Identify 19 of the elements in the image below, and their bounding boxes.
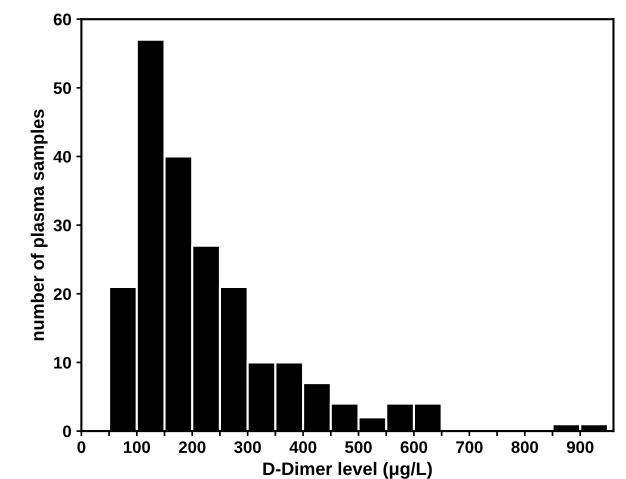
y-tick-label: 40: [53, 150, 71, 163]
x-tick-label: 400: [289, 441, 316, 454]
y-tick-label: 10: [54, 356, 71, 369]
y-tick-label: 30: [54, 220, 71, 232]
x-axis-title: D-Dimer level (μg/L): [263, 462, 432, 479]
x-tick-label: 200: [178, 441, 206, 454]
x-tick-label: 600: [400, 441, 428, 454]
x-tick-label: 0: [77, 441, 86, 454]
x-tick-label: 800: [511, 441, 538, 454]
x-tick-label: 300: [234, 441, 261, 454]
y-tick-label: 50: [54, 82, 71, 94]
x-tick-label: 700: [456, 441, 483, 454]
x-tick-label: 500: [345, 441, 372, 454]
x-tick-label: 100: [124, 441, 150, 454]
y-axis-title: number of plasma samples: [30, 109, 48, 340]
x-tick-label: 900: [566, 441, 594, 454]
y-tick-label: 60: [54, 14, 71, 26]
y-tick-label: 20: [54, 288, 71, 300]
y-tick-label: 0: [63, 426, 71, 438]
